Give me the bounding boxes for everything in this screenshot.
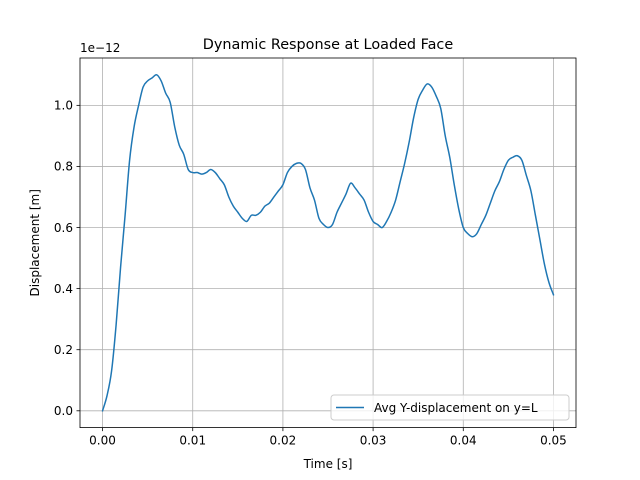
legend-label: Avg Y-displacement on y=L bbox=[374, 401, 538, 415]
y-tick-label: 0.0 bbox=[54, 404, 73, 418]
series-layer bbox=[101, 73, 555, 412]
chart-title: Dynamic Response at Loaded Face bbox=[203, 37, 454, 53]
y-tick-label: 0.6 bbox=[54, 221, 73, 235]
legend: Avg Y-displacement on y=L bbox=[330, 394, 570, 421]
x-tick-label: 0.05 bbox=[540, 434, 567, 448]
x-axis-label: Time [s] bbox=[303, 457, 353, 471]
x-tick-label: 0.02 bbox=[270, 434, 297, 448]
axis-ticks: 0.00 0.01 0.02 0.03 0.04 0.05 0.0 0.2 0.4 0.6 0.8 1… bbox=[54, 99, 567, 448]
x-tick-label: 0.00 bbox=[89, 434, 116, 448]
series-line bbox=[101, 73, 555, 412]
y-tick-label: 1.0 bbox=[54, 99, 73, 113]
y-tick-label: 0.4 bbox=[54, 282, 73, 296]
plot-area bbox=[80, 58, 576, 428]
x-tick-label: 0.04 bbox=[450, 434, 477, 448]
y-tick-label: 0.8 bbox=[54, 160, 73, 174]
y-offset-label: 1e−12 bbox=[80, 41, 120, 55]
y-tick-label: 0.2 bbox=[54, 343, 73, 357]
legend-box bbox=[330, 394, 570, 421]
x-tick-label: 0.03 bbox=[360, 434, 387, 448]
y-axis-label: Displacement [m] bbox=[28, 189, 42, 296]
x-tick-label: 0.01 bbox=[179, 434, 206, 448]
plot-frame bbox=[79, 57, 577, 429]
